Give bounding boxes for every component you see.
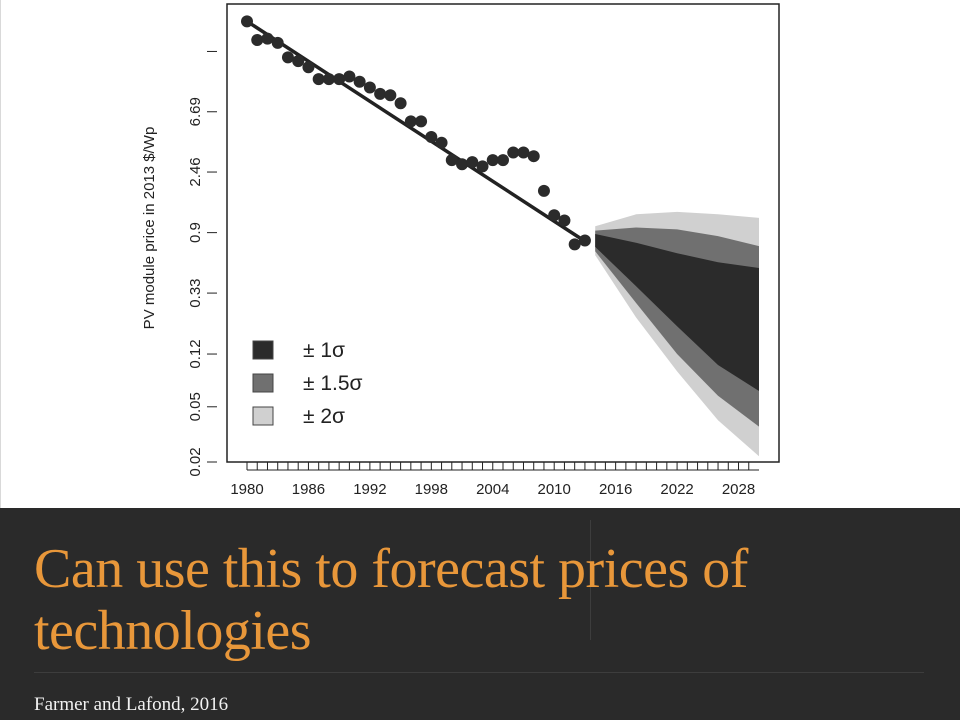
legend: ± 1σ ± 1.5σ ± 2σ [252,339,363,428]
legend-label: ± 1.5σ [303,372,363,395]
divider-horizontal [34,672,924,673]
y-tick-label: 2.46 [187,157,204,186]
data-point [271,36,284,49]
legend-swatch [252,406,274,426]
data-point [537,184,550,197]
chart: 1980 1986 1992 1998 2004 2010 2016 2022 2028 0.02… [141,3,780,498]
chart-area: 1980 1986 1992 1998 2004 2010 2016 2022 2028 0.02… [0,0,780,508]
y-axis-title: PV module price in 2013 $/Wp [141,127,158,330]
x-tick-label: 2010 [538,481,571,498]
x-tick-label: 2016 [599,481,632,498]
data-point [548,209,561,222]
x-tick-label: 1998 [415,481,448,498]
data-point [404,115,417,128]
slide-title: Can use this to forecast prices of techn… [34,538,748,662]
divider-vertical [590,520,591,640]
data-point [476,160,489,173]
x-tick-label: 2022 [660,481,693,498]
legend-label: ± 2σ [303,405,345,428]
y-tick-label: 6.69 [187,97,204,126]
data-point [241,15,253,28]
data-point [333,73,346,86]
data-point [456,158,469,171]
slide-citation: Farmer and Lafond, 2016 [34,694,229,715]
legend-swatch [252,340,274,360]
data-point [363,81,376,94]
data-point [486,154,499,167]
data-point [322,73,335,86]
y-tick-label: 0.12 [187,339,204,368]
legend-swatch [252,373,274,393]
y-tick-label: 0.05 [187,392,204,421]
legend-label: ± 1σ [303,339,345,362]
data-point [558,214,571,227]
y-tick-label: 0.33 [187,278,204,307]
caption-band: Can use this to forecast prices of techn… [0,508,960,720]
y-tick-label: 0.02 [187,447,204,476]
data-point [435,136,448,149]
data-point [353,75,366,88]
y-tick-label: 0.9 [187,222,204,243]
data-point [568,238,581,251]
data-point [261,32,274,45]
band-1-sigma [595,234,759,391]
data-point [497,154,509,167]
data-point [415,115,428,128]
data-point [281,51,294,64]
data-point [445,154,458,167]
x-tick-label: 1986 [292,481,325,498]
data-point [302,61,315,74]
data-point [425,131,438,144]
data-point [578,234,591,247]
trend-line [246,19,586,243]
data-point [527,150,540,163]
data-point [292,55,305,68]
data-point [312,73,325,86]
x-tick-label: 2028 [722,481,755,498]
data-point [343,70,356,83]
data-point [394,97,407,110]
data-point [374,87,387,100]
x-tick-label: 2004 [476,481,509,498]
data-point [384,89,397,102]
data-point [251,34,264,47]
x-tick-label: 1992 [353,481,386,498]
data-point [517,146,530,159]
x-tick-label: 1980 [230,481,263,498]
data-point [466,156,479,169]
data-point [507,146,520,159]
